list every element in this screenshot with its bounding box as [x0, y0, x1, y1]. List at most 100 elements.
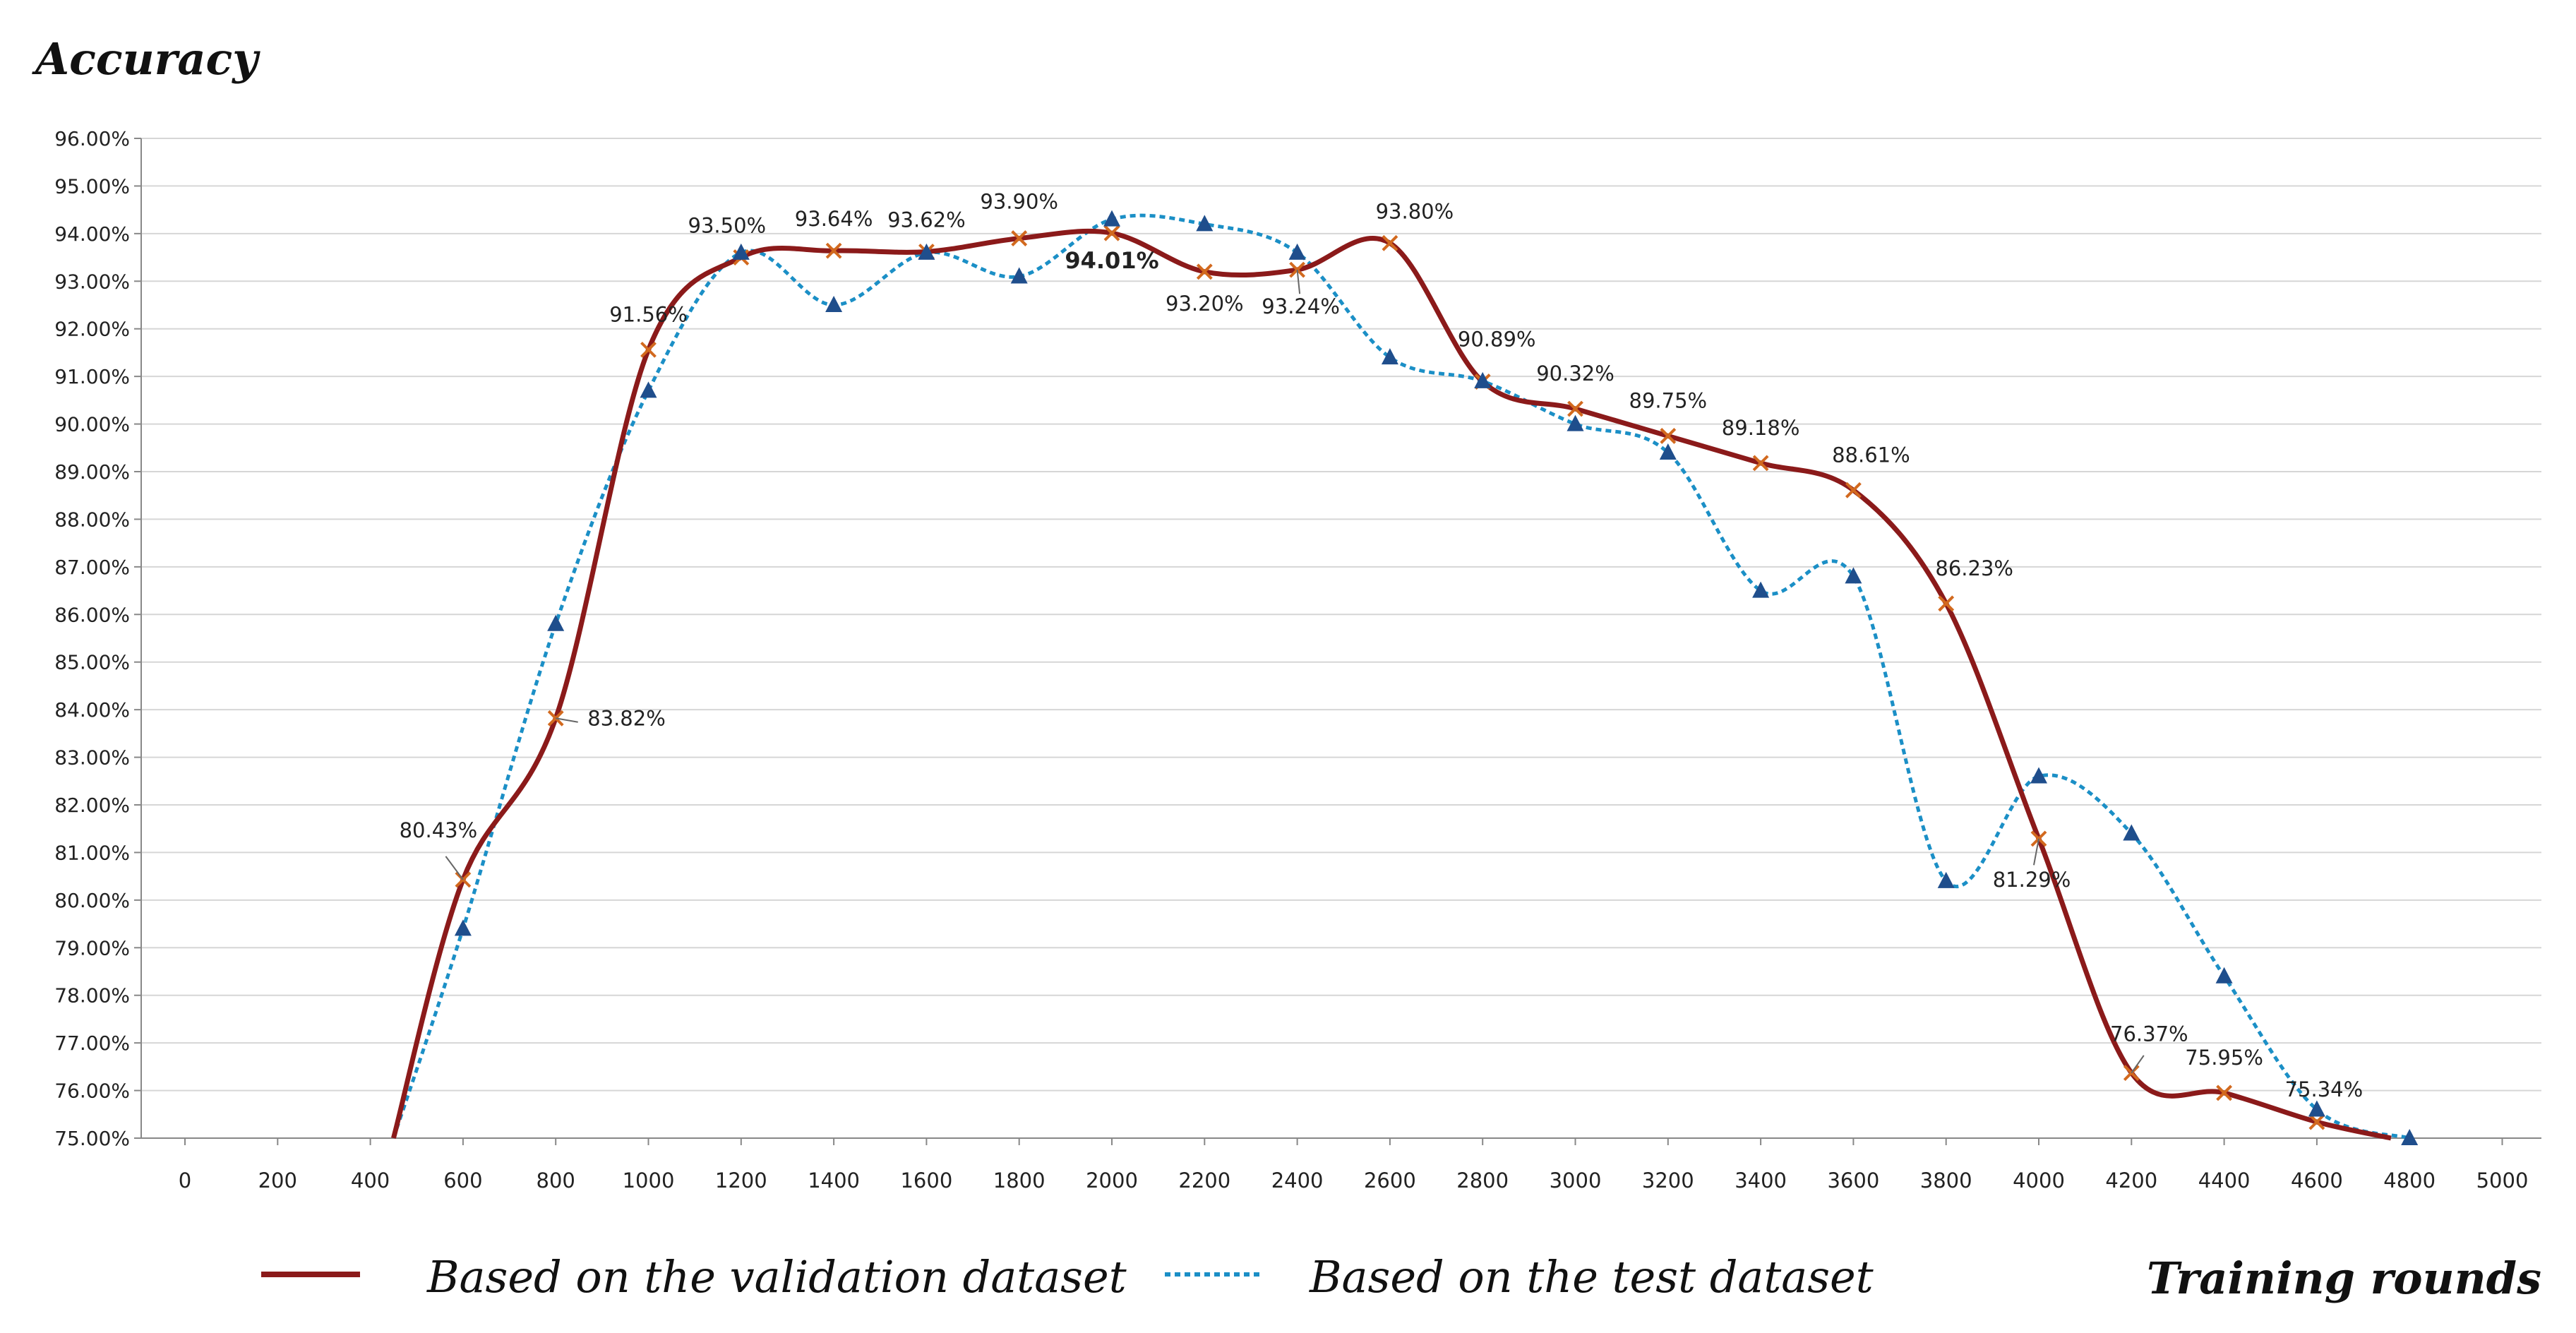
marker-test	[2123, 824, 2140, 841]
marker-test	[1474, 371, 1492, 388]
data-label: 93.20%	[1166, 292, 1244, 316]
x-tick-label: 2200	[1178, 1168, 1230, 1192]
y-tick-label: 96.00%	[54, 127, 130, 150]
x-tick-label: 1600	[900, 1168, 952, 1192]
y-tick-label: 77.00%	[54, 1032, 130, 1055]
marker-test	[1103, 210, 1120, 227]
x-tick-label: 4200	[2105, 1168, 2157, 1192]
data-label: 94.01%	[1065, 247, 1158, 274]
x-tick-label: 2000	[1086, 1168, 1138, 1192]
y-tick-label: 94.00%	[54, 222, 130, 246]
marker-test	[1010, 267, 1028, 284]
legend-label-validation: Based on the validation dataset	[426, 1251, 1127, 1303]
marker-validation	[1845, 482, 1862, 498]
marker-validation	[2216, 1084, 2233, 1101]
x-tick-label: 3400	[1735, 1168, 1787, 1192]
data-label: 76.37%	[2110, 1022, 2188, 1046]
marker-validation	[1011, 230, 1028, 247]
marker-test	[547, 614, 565, 631]
marker-validation	[1938, 595, 1955, 612]
data-label: 75.95%	[2185, 1046, 2263, 1070]
data-label: 93.64%	[795, 207, 873, 231]
x-tick-labels: 0 200 400 600 800 1000 1200 1400 1600 1800 2000 220…	[179, 1168, 2529, 1192]
axes	[140, 138, 2541, 1145]
marker-test	[2215, 967, 2233, 984]
x-tick-label: 4400	[2198, 1168, 2251, 1192]
y-tick-label: 88.00%	[54, 508, 130, 531]
data-label: 90.32%	[1536, 361, 1615, 385]
x-tick-label: 4800	[2383, 1168, 2436, 1192]
y-axis-title: Accuracy	[32, 33, 260, 85]
data-label-leader	[2033, 838, 2039, 866]
marker-test	[825, 296, 843, 312]
marker-test	[1659, 443, 1677, 460]
x-tick-label: 3600	[1827, 1168, 1879, 1192]
data-label-leader	[556, 717, 578, 723]
y-tick-label: 84.00%	[54, 698, 130, 722]
marker-test	[732, 243, 750, 260]
series-line-validation	[391, 228, 2392, 1141]
marker-test	[1845, 567, 1862, 584]
x-tick-label: 600	[443, 1168, 482, 1192]
y-tick-label: 87.00%	[54, 556, 130, 579]
y-tick-label: 83.00%	[54, 746, 130, 770]
marker-test	[1566, 414, 1584, 431]
y-tick-labels: 75.00% 76.00% 77.00% 78.00% 79.00% 80.00% 81.0…	[54, 127, 130, 1150]
x-tick-label: 1000	[623, 1168, 675, 1192]
data-label-leader	[445, 856, 464, 880]
y-tick-label: 93.00%	[54, 270, 130, 293]
x-tick-label: 4600	[2291, 1168, 2343, 1192]
data-label-leader	[2131, 1055, 2145, 1074]
data-label: 89.18%	[1722, 416, 1800, 440]
data-label: 86.23%	[1935, 556, 2013, 580]
y-tick-label: 90.00%	[54, 413, 130, 436]
data-label: 90.89%	[1458, 328, 1536, 352]
x-tick-label: 200	[258, 1168, 297, 1192]
x-tick-label: 3000	[1550, 1168, 1602, 1192]
data-label: 93.50%	[688, 214, 767, 238]
data-label-leader	[1296, 270, 1301, 294]
x-tick-label: 1200	[715, 1168, 767, 1192]
x-tick-label: 400	[351, 1168, 390, 1192]
data-label: 89.75%	[1629, 388, 1708, 412]
y-tick-label: 81.00%	[54, 841, 130, 864]
x-tick-label: 2400	[1271, 1168, 1324, 1192]
data-label: 80.43%	[400, 818, 478, 842]
data-label: 81.29%	[1993, 868, 2071, 892]
marker-test	[2401, 1129, 2419, 1145]
marker-validation	[1103, 225, 1120, 241]
gridlines	[134, 138, 2541, 1139]
x-tick-label: 0	[179, 1168, 191, 1192]
legend: Based on the validation dataset Based on…	[261, 1251, 1874, 1303]
y-tick-label: 95.00%	[54, 174, 130, 198]
y-tick-label: 79.00%	[54, 936, 130, 960]
marker-test	[1752, 581, 1770, 598]
marker-test	[454, 919, 472, 936]
x-axis-title: Training rounds	[2147, 1253, 2541, 1304]
data-label: 75.34%	[2285, 1077, 2364, 1101]
y-tick-label: 85.00%	[54, 651, 130, 674]
data-label: 88.61%	[1832, 443, 1910, 467]
marker-validation	[1196, 263, 1213, 280]
data-label: 93.90%	[980, 190, 1058, 214]
marker-test	[640, 381, 657, 398]
y-tick-label: 82.00%	[54, 794, 130, 817]
marker-validation	[2308, 1113, 2325, 1130]
marker-validation	[1752, 455, 1769, 472]
marker-test	[1937, 871, 1955, 888]
y-tick-label: 75.00%	[54, 1127, 130, 1150]
x-tick-label: 2800	[1456, 1168, 1509, 1192]
data-label: 93.80%	[1376, 199, 1454, 223]
x-tick-label: 1400	[808, 1168, 860, 1192]
y-tick-label: 86.00%	[54, 603, 130, 626]
marker-test	[1196, 215, 1214, 232]
x-tick-label: 2600	[1364, 1168, 1416, 1192]
x-tick-label: 3800	[1920, 1168, 1972, 1192]
y-tick-label: 91.00%	[54, 365, 130, 388]
x-tick-label: 3200	[1642, 1168, 1694, 1192]
marker-test	[2308, 1100, 2325, 1117]
marker-validation	[1567, 400, 1583, 417]
legend-label-test: Based on the test dataset	[1309, 1251, 1874, 1303]
